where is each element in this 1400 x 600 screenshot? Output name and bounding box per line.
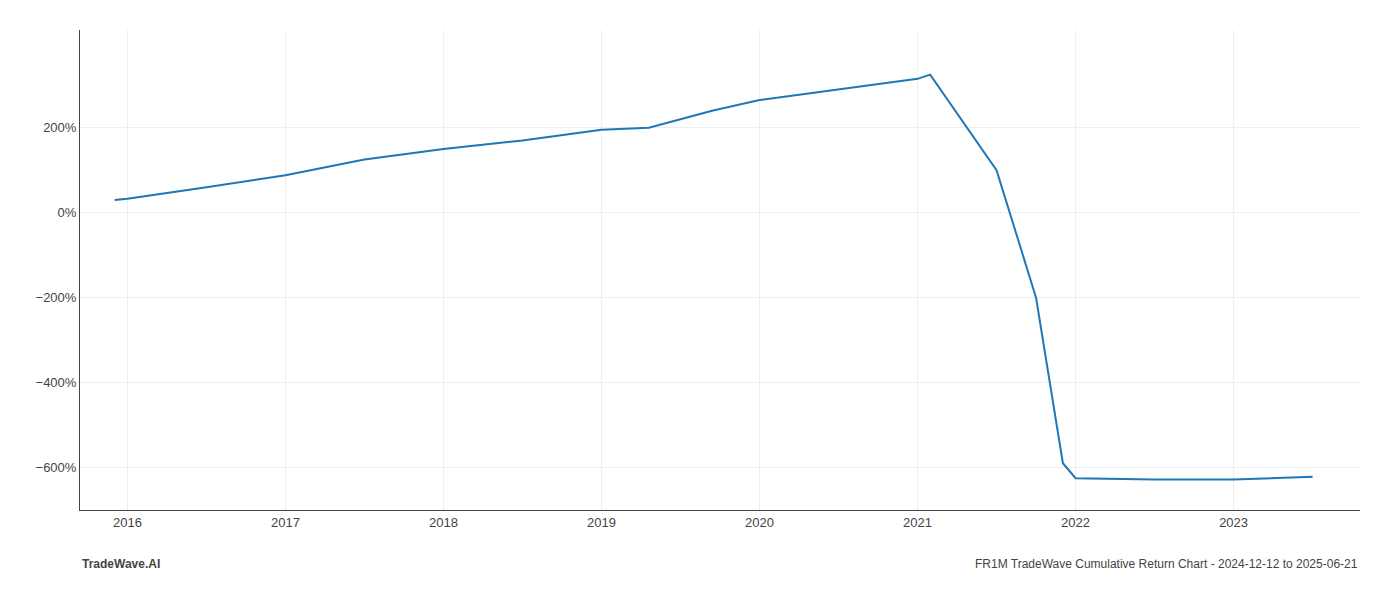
svg-text:−400%: −400% [36, 375, 77, 390]
svg-text:−600%: −600% [36, 460, 77, 475]
svg-text:2022: 2022 [1061, 515, 1090, 530]
svg-text:2018: 2018 [429, 515, 458, 530]
svg-text:2017: 2017 [271, 515, 300, 530]
svg-text:2023: 2023 [1219, 515, 1248, 530]
svg-text:2021: 2021 [903, 515, 932, 530]
svg-text:−200%: −200% [36, 290, 77, 305]
svg-text:200%: 200% [43, 120, 77, 135]
svg-text:FR1M TradeWave Cumulative Retu: FR1M TradeWave Cumulative Return Chart -… [975, 557, 1358, 571]
svg-text:0%: 0% [58, 205, 77, 220]
svg-text:2020: 2020 [745, 515, 774, 530]
svg-text:2019: 2019 [587, 515, 616, 530]
svg-text:TradeWave.AI: TradeWave.AI [82, 557, 160, 571]
svg-text:2016: 2016 [113, 515, 142, 530]
